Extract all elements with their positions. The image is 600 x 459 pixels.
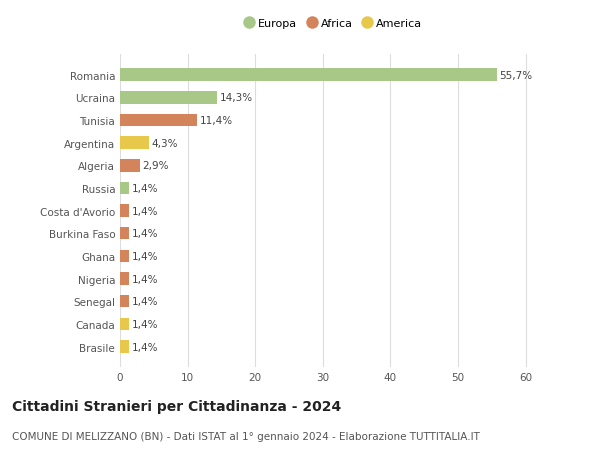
Text: 11,4%: 11,4%	[200, 116, 233, 126]
Bar	[120, 114, 197, 127]
Text: 1,4%: 1,4%	[132, 184, 158, 194]
Text: Cittadini Stranieri per Cittadinanza - 2024: Cittadini Stranieri per Cittadinanza - 2…	[12, 399, 341, 413]
Bar	[120, 160, 140, 172]
Legend: Europa, Africa, America: Europa, Africa, America	[239, 14, 427, 34]
Bar	[120, 182, 130, 195]
Text: 55,7%: 55,7%	[499, 71, 532, 80]
Text: 1,4%: 1,4%	[132, 319, 158, 329]
Bar	[120, 250, 130, 263]
Text: 1,4%: 1,4%	[132, 342, 158, 352]
Bar	[120, 69, 497, 82]
Bar	[120, 295, 130, 308]
Bar	[120, 273, 130, 285]
Text: 1,4%: 1,4%	[132, 229, 158, 239]
Bar	[120, 318, 130, 330]
Bar	[120, 228, 130, 240]
Text: COMUNE DI MELIZZANO (BN) - Dati ISTAT al 1° gennaio 2024 - Elaborazione TUTTITAL: COMUNE DI MELIZZANO (BN) - Dati ISTAT al…	[12, 431, 480, 442]
Text: 2,9%: 2,9%	[142, 161, 169, 171]
Text: 1,4%: 1,4%	[132, 206, 158, 216]
Text: 4,3%: 4,3%	[152, 138, 178, 148]
Text: 1,4%: 1,4%	[132, 252, 158, 261]
Text: 1,4%: 1,4%	[132, 274, 158, 284]
Bar	[120, 137, 149, 150]
Bar	[120, 92, 217, 104]
Text: 14,3%: 14,3%	[220, 93, 253, 103]
Text: 1,4%: 1,4%	[132, 297, 158, 307]
Bar	[120, 205, 130, 218]
Bar	[120, 341, 130, 353]
